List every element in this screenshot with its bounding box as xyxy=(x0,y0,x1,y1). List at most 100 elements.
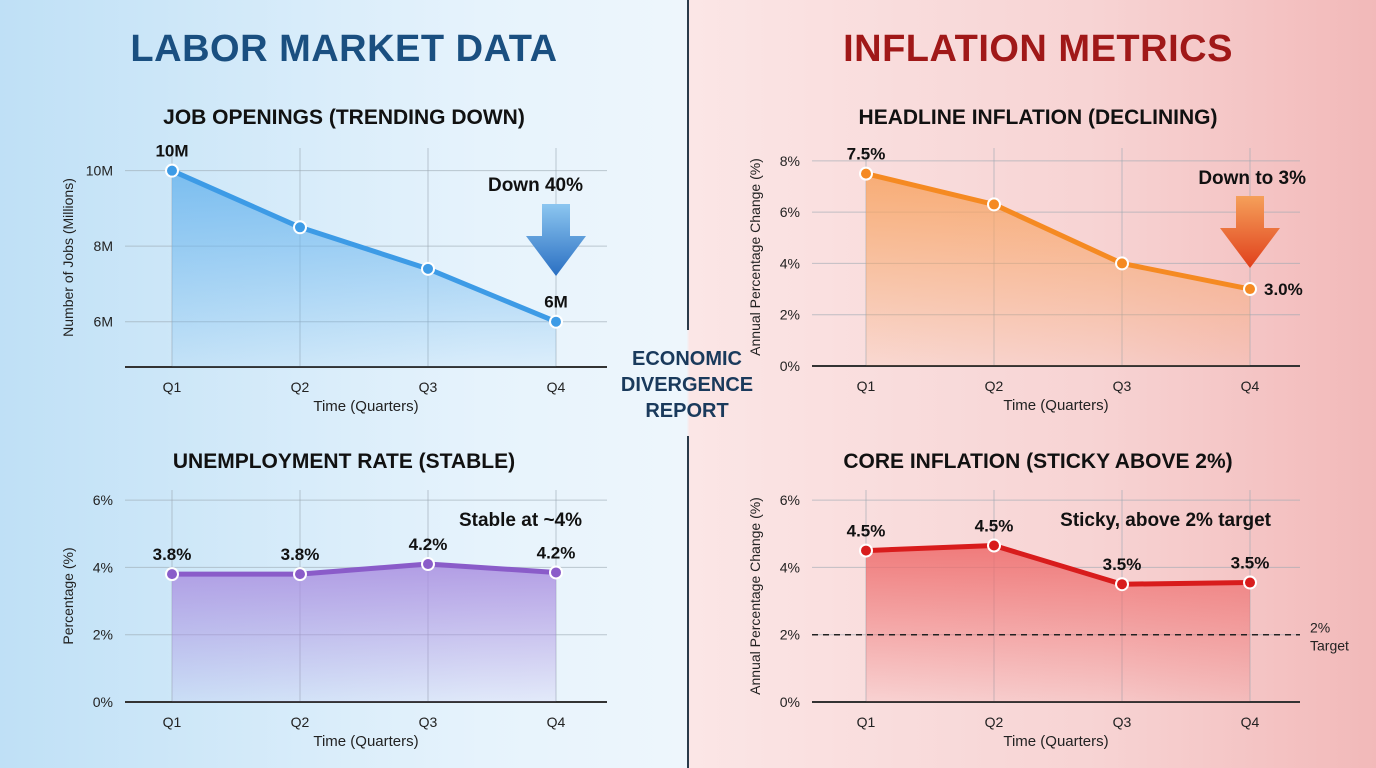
chart-title-core-inflation: CORE INFLATION (STICKY ABOVE 2%) xyxy=(843,450,1233,473)
y-tick-label: 2% xyxy=(780,627,800,643)
chart-1: 0% 2% 4% 6% 8% Q1 Q2 Q3 Q4 Time (Quarters) Annual … xyxy=(747,145,1306,414)
series-line xyxy=(170,168,557,325)
data-label: 4.5% xyxy=(975,517,1014,536)
data-label: 3.5% xyxy=(1103,555,1142,574)
data-label: 7.5% xyxy=(847,145,886,164)
x-tick-label: Q3 xyxy=(1113,714,1132,730)
data-label: 3.8% xyxy=(153,545,192,564)
data-label: 4.5% xyxy=(847,522,886,541)
y-tick-label: 6% xyxy=(780,204,800,220)
x-tick-label: Q2 xyxy=(985,714,1004,730)
series-line xyxy=(172,561,557,577)
target-label: Target xyxy=(1310,638,1349,654)
x-tick-label: Q3 xyxy=(419,714,438,730)
x-axis-label: Time (Quarters) xyxy=(1003,397,1108,414)
area-fill xyxy=(866,173,1250,366)
right-section-title: INFLATION METRICS xyxy=(843,28,1233,70)
chart-title-unemployment: UNEMPLOYMENT RATE (STABLE) xyxy=(172,450,516,473)
x-tick-label: Q1 xyxy=(163,714,182,730)
y-tick-label: 4% xyxy=(780,255,800,271)
chart-title-job-openings: JOB OPENINGS (TRENDING DOWN) xyxy=(163,106,525,129)
area-fill xyxy=(172,170,556,367)
y-axis-label: Number of Jobs (Millions) xyxy=(60,178,76,337)
x-axis-label: Time (Quarters) xyxy=(313,733,418,750)
down-arrow-blue-icon xyxy=(526,204,586,276)
data-point xyxy=(859,166,873,181)
data-label: 4.2% xyxy=(537,543,576,562)
data-label: 3.8% xyxy=(281,545,320,564)
y-tick-label: 2% xyxy=(93,627,113,643)
data-point xyxy=(987,538,1001,553)
data-label: 4.2% xyxy=(409,535,448,554)
x-tick-label: Q2 xyxy=(985,378,1004,394)
y-tick-label: 8% xyxy=(780,153,800,169)
y-tick-label: 8M xyxy=(94,238,113,254)
x-tick-label: Q4 xyxy=(547,379,566,395)
data-point xyxy=(1115,256,1129,271)
divider-top xyxy=(687,0,689,330)
y-tick-label: 6M xyxy=(94,314,113,330)
divider-bottom xyxy=(687,436,689,768)
chart-0: 6M 8M 10M Q1 Q2 Q3 Q4 Time (Quarters) Number of … xyxy=(60,142,607,415)
center-label: ECONOMIC DIVERGENCE REPORT xyxy=(608,346,766,424)
data-label: 3.0% xyxy=(1264,280,1303,299)
data-point xyxy=(165,567,179,582)
area-fill xyxy=(866,545,1250,702)
y-tick-label: 4% xyxy=(93,559,113,575)
data-point xyxy=(987,197,1001,212)
x-axis-label: Time (Quarters) xyxy=(1003,733,1108,750)
series-line xyxy=(865,543,1251,587)
y-axis-label: Percentage (%) xyxy=(60,547,76,644)
data-point xyxy=(165,163,179,178)
center-label-line: DIVERGENCE xyxy=(620,374,754,396)
data-label: 6M xyxy=(544,293,568,312)
data-point xyxy=(293,567,307,582)
data-point xyxy=(293,220,307,235)
y-tick-label: 6% xyxy=(780,492,800,508)
chart-2: 0% 2% 4% 6% Q1 Q2 Q3 Q4 Time (Quarters) Percentag… xyxy=(60,490,607,750)
chart-title-headline-inflation: HEADLINE INFLATION (DECLINING) xyxy=(858,106,1218,129)
y-tick-label: 4% xyxy=(780,559,800,575)
y-tick-label: 0% xyxy=(780,694,800,710)
data-point xyxy=(1115,577,1129,592)
y-tick-label: 6% xyxy=(93,492,113,508)
y-axis-label: Annual Percentage Change (%) xyxy=(747,158,763,356)
x-tick-label: Q3 xyxy=(419,379,438,395)
y-axis-label: Annual Percentage Change (%) xyxy=(747,497,763,695)
left-section-title: LABOR MARKET DATA xyxy=(130,28,558,70)
data-point xyxy=(549,314,563,329)
target-label: 2% xyxy=(1310,620,1330,636)
data-point xyxy=(421,261,435,276)
x-tick-label: Q4 xyxy=(1241,378,1260,394)
area-fill xyxy=(172,564,556,702)
x-tick-label: Q3 xyxy=(1113,378,1132,394)
data-point xyxy=(1243,282,1257,297)
x-tick-label: Q1 xyxy=(857,378,876,394)
chart-3: 0% 2% 4% 6% Q1 Q2 Q3 Q4 Time (Quarters) Annual Pe… xyxy=(747,490,1349,750)
data-point xyxy=(859,543,873,558)
center-label-line: ECONOMIC xyxy=(632,348,742,370)
annotation: Stable at ~4% xyxy=(459,510,582,531)
x-tick-label: Q2 xyxy=(291,714,310,730)
x-axis-label: Time (Quarters) xyxy=(313,398,418,415)
data-label: 3.5% xyxy=(1231,554,1270,573)
annotation: Down to 3% xyxy=(1198,168,1306,189)
y-tick-label: 10M xyxy=(86,163,113,179)
x-tick-label: Q1 xyxy=(857,714,876,730)
y-tick-label: 2% xyxy=(780,307,800,323)
y-tick-label: 0% xyxy=(93,694,113,710)
x-tick-label: Q4 xyxy=(547,714,566,730)
data-point xyxy=(1243,575,1257,590)
data-point xyxy=(421,557,435,572)
x-tick-label: Q4 xyxy=(1241,714,1260,730)
x-tick-label: Q1 xyxy=(163,379,182,395)
y-tick-label: 0% xyxy=(780,358,800,374)
annotation: Down 40% xyxy=(488,175,583,196)
center-label-line: REPORT xyxy=(645,400,729,422)
series-line xyxy=(865,171,1251,292)
annotation: Sticky, above 2% target xyxy=(1060,510,1272,531)
data-point xyxy=(549,565,563,580)
data-label: 10M xyxy=(155,142,188,161)
down-arrow-orange-icon xyxy=(1220,196,1280,268)
